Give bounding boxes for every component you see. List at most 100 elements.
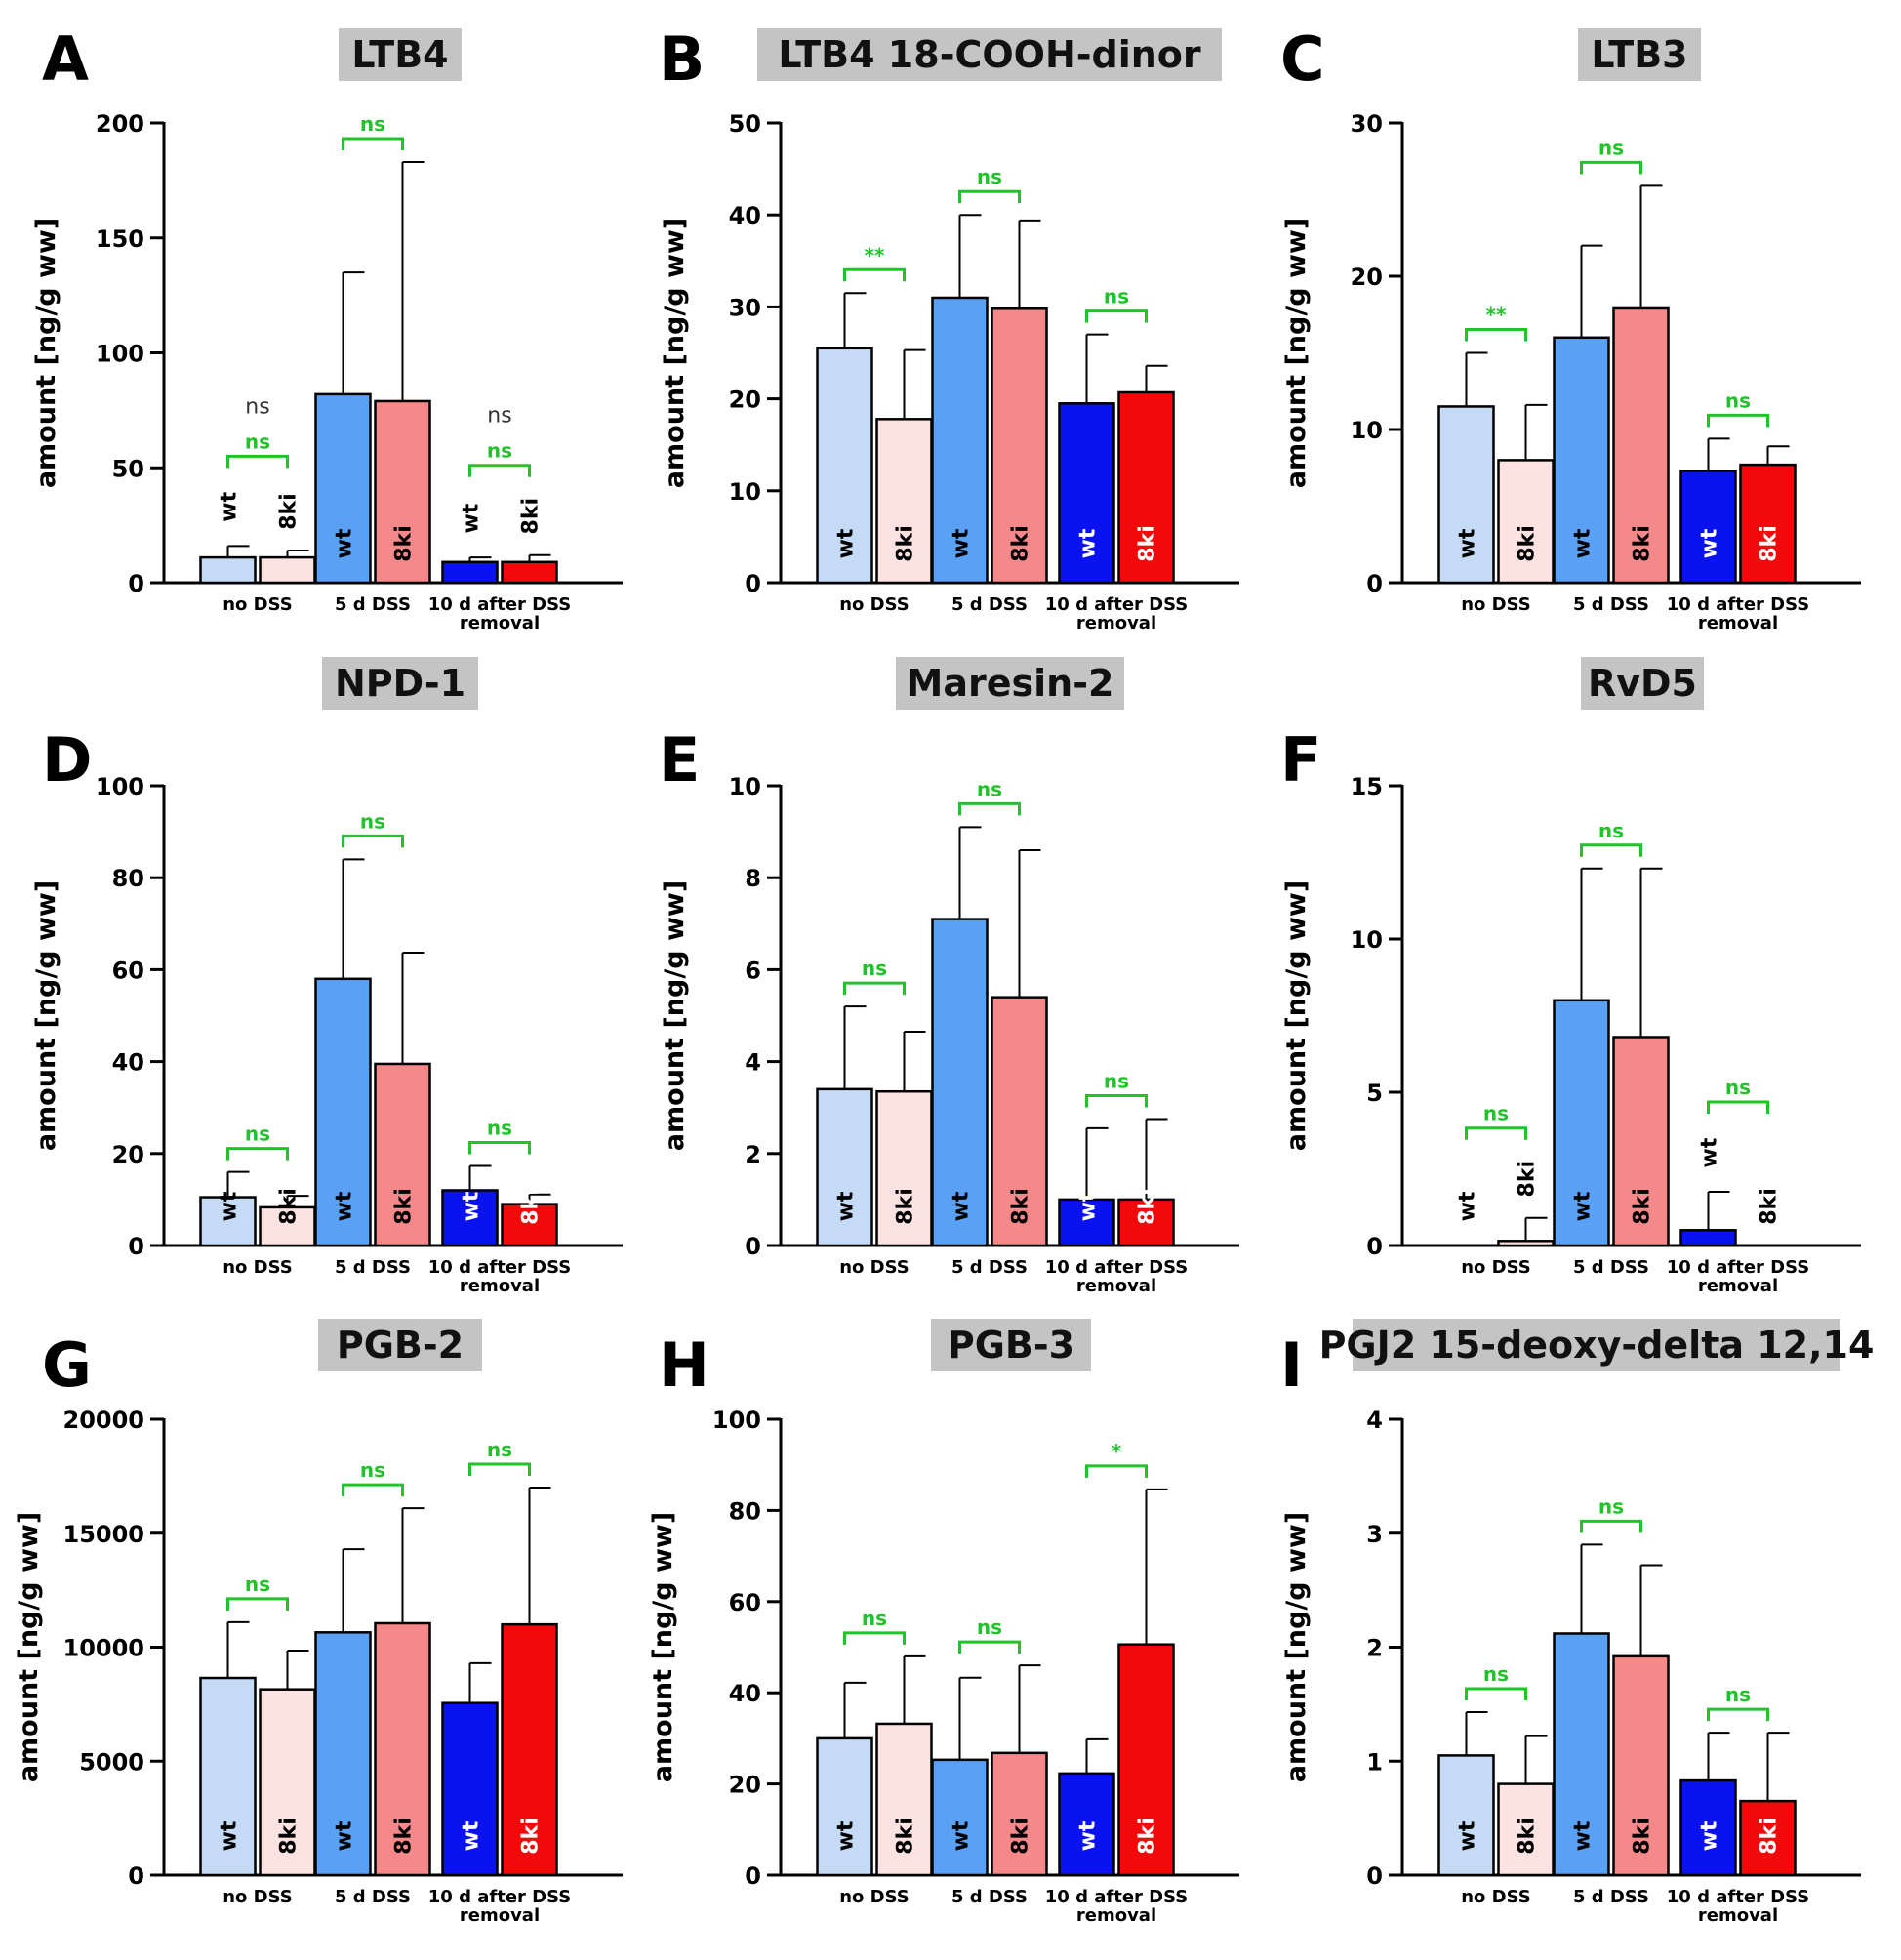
chart-b-category-label: no DSS bbox=[839, 594, 910, 615]
chart-g-ylabel: amount [ng/g ww] bbox=[14, 1512, 44, 1782]
chart-i-bar-wt bbox=[1679, 1778, 1737, 1877]
chart-h-y-tick-label: 100 bbox=[712, 1407, 761, 1434]
chart-d-title: NPD-1 bbox=[335, 662, 465, 705]
chart-b-sig-label: ns bbox=[1104, 285, 1129, 308]
chart-g-y-tick-label: 15000 bbox=[63, 1521, 145, 1548]
chart-a-bar-label-wt: wt bbox=[218, 491, 242, 521]
chart-h-letter: H bbox=[659, 1329, 709, 1401]
chart-d-bar-label-8ki: 8ki bbox=[392, 1188, 417, 1224]
chart-a-extra-annotation: ns bbox=[487, 404, 511, 429]
chart-g-title-box bbox=[318, 1319, 482, 1371]
chart-c-panel: C LTB3 0 10 20 30 amount [ng/g ww] wt 8ki ** no DS… bbox=[1280, 23, 1861, 633]
chart-d-bar-label-8ki: 8ki bbox=[519, 1188, 544, 1224]
chart-i-bar-8ki bbox=[1612, 1654, 1670, 1877]
chart-e-bar-wt bbox=[816, 1087, 873, 1247]
chart-b-bar-label-wt: wt bbox=[950, 528, 974, 558]
chart-h-category-label: removal bbox=[1076, 1905, 1156, 1926]
chart-c-bar-wt bbox=[1553, 336, 1610, 585]
chart-f-letter: F bbox=[1280, 724, 1321, 796]
chart-a-category-label: 10 d after DSS bbox=[428, 594, 571, 615]
chart-e-panel: E Maresin-2 0 2 4 6 8 10 amount [ng/g ww] wt 8ki ns… bbox=[659, 657, 1239, 1296]
chart-g-bar-wt bbox=[199, 1676, 257, 1877]
chart-h-category-label: no DSS bbox=[839, 1887, 910, 1907]
chart-a-category-label: 5 d DSS bbox=[335, 594, 411, 615]
chart-b-y-tick-label: 10 bbox=[729, 478, 761, 506]
chart-d-sig-label: ns bbox=[245, 1123, 270, 1146]
chart-h-y-tick-label: 0 bbox=[745, 1862, 761, 1890]
chart-i-title-box bbox=[1353, 1319, 1840, 1371]
chart-e-category-label: 5 d DSS bbox=[951, 1257, 1028, 1278]
chart-c-category-label: 5 d DSS bbox=[1573, 594, 1649, 615]
chart-d-category-label: no DSS bbox=[222, 1257, 293, 1278]
chart-e-bar-8ki bbox=[991, 996, 1048, 1247]
chart-b-sig-bracket bbox=[843, 267, 906, 282]
chart-c-sig-label: ns bbox=[1725, 388, 1751, 412]
chart-a-bar-label-wt: wt bbox=[333, 528, 357, 558]
chart-d-bar-wt bbox=[314, 977, 372, 1247]
chart-f-category-label: no DSS bbox=[1461, 1257, 1531, 1278]
chart-d-bar-label-wt: wt bbox=[218, 1191, 242, 1221]
chart-b-y-tick-label: 20 bbox=[729, 387, 761, 414]
chart-a-title-box bbox=[339, 28, 462, 81]
chart-a-category-label: removal bbox=[460, 613, 540, 633]
chart-a-category-label: no DSS bbox=[222, 594, 293, 615]
chart-f-sig-label: ns bbox=[1483, 1102, 1509, 1125]
chart-f-sig-label: ns bbox=[1725, 1076, 1751, 1099]
chart-g-y-tick-label: 10000 bbox=[63, 1635, 145, 1662]
chart-c-bar-8ki bbox=[1612, 306, 1670, 585]
chart-b-sig-label: ** bbox=[865, 243, 885, 266]
chart-f-category-label: 10 d after DSS bbox=[1667, 1257, 1809, 1278]
chart-d-sig-label: ns bbox=[360, 809, 385, 833]
chart-c-sig-bracket bbox=[1465, 328, 1527, 342]
chart-d-sig-bracket bbox=[468, 1141, 531, 1155]
chart-c-bar-label-wt: wt bbox=[1571, 528, 1596, 558]
chart-f-bar-label-8ki: 8ki bbox=[1631, 1188, 1655, 1224]
chart-h-title-box bbox=[931, 1319, 1091, 1371]
chart-f-y-tick-label: 10 bbox=[1351, 926, 1383, 954]
chart-e-bar-label-wt: wt bbox=[1076, 1191, 1101, 1221]
chart-i-sig-label: ns bbox=[1598, 1494, 1624, 1518]
chart-g-category-label: 5 d DSS bbox=[335, 1887, 411, 1907]
chart-h-bar-label-8ki: 8ki bbox=[1009, 1817, 1033, 1854]
chart-d-bar-8ki bbox=[501, 1203, 558, 1247]
chart-i-bar-label-8ki: 8ki bbox=[1758, 1817, 1782, 1854]
chart-e-sig-bracket bbox=[958, 801, 1021, 816]
chart-e-sig-bracket bbox=[843, 981, 906, 996]
chart-g-y-tick-label: 5000 bbox=[79, 1748, 144, 1776]
chart-i-bar-label-8ki: 8ki bbox=[1516, 1817, 1540, 1854]
chart-i-y-tick-label: 1 bbox=[1366, 1748, 1383, 1776]
chart-g-sig-label: ns bbox=[487, 1438, 512, 1461]
chart-d-category-label: 10 d after DSS bbox=[428, 1257, 571, 1278]
chart-c-y-tick-label: 0 bbox=[1366, 570, 1383, 597]
chart-e-sig-label: ns bbox=[977, 777, 1002, 800]
chart-b-category-label: 5 d DSS bbox=[951, 594, 1028, 615]
chart-h-bar-label-wt: wt bbox=[1076, 1820, 1101, 1851]
chart-h-y-tick-label: 60 bbox=[729, 1589, 761, 1616]
chart-g-bar-label-8ki: 8ki bbox=[392, 1817, 417, 1854]
chart-a-sig-bracket bbox=[226, 454, 289, 469]
chart-a-title: LTB4 bbox=[351, 33, 448, 76]
chart-d-bar-8ki bbox=[259, 1205, 316, 1247]
chart-h-y-tick-label: 80 bbox=[729, 1497, 761, 1525]
chart-i-bar-label-8ki: 8ki bbox=[1631, 1817, 1655, 1854]
chart-d-ylabel: amount [ng/g ww] bbox=[31, 880, 61, 1151]
chart-g-sig-label: ns bbox=[245, 1572, 270, 1596]
chart-h-bar-8ki bbox=[991, 1751, 1048, 1877]
chart-d-sig-bracket bbox=[342, 834, 404, 848]
chart-i-panel: I PGJ2 15-deoxy-delta 12,14 0 1 2 3 4 amount [n… bbox=[1280, 1319, 1874, 1926]
chart-h-sig-label: ns bbox=[862, 1607, 887, 1630]
chart-c-y-tick-label: 30 bbox=[1351, 110, 1383, 138]
chart-a-y-tick-label: 100 bbox=[96, 341, 144, 368]
chart-i-sig-label: ns bbox=[1725, 1683, 1751, 1706]
chart-c-bar-8ki bbox=[1497, 459, 1555, 585]
chart-a-bar-label-8ki: 8ki bbox=[392, 525, 417, 561]
chart-b-bar-wt bbox=[1058, 402, 1115, 585]
chart-c-category-label: no DSS bbox=[1461, 594, 1531, 615]
chart-a-ylabel: amount [ng/g ww] bbox=[31, 218, 61, 488]
chart-g-category-label: removal bbox=[460, 1905, 540, 1926]
chart-i-category-label: 10 d after DSS bbox=[1667, 1887, 1809, 1907]
chart-d-panel: D NPD-1 0 20 40 60 80 100 amount [ng/g ww] wt 8ki n… bbox=[31, 657, 623, 1296]
chart-a-bar-8ki bbox=[501, 560, 558, 585]
chart-a-y-tick-label: 50 bbox=[112, 455, 144, 482]
chart-g-bar-label-wt: wt bbox=[460, 1820, 484, 1851]
